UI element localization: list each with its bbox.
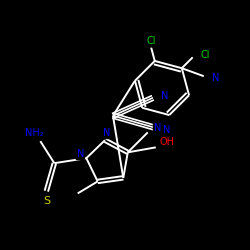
Text: N: N	[154, 123, 161, 133]
Text: Cl: Cl	[146, 36, 156, 46]
Text: OH: OH	[160, 137, 175, 147]
Text: N: N	[161, 91, 168, 101]
Text: N: N	[103, 128, 111, 138]
Text: N: N	[163, 125, 170, 135]
Text: S: S	[43, 196, 50, 206]
Text: NH₂: NH₂	[25, 128, 44, 138]
Text: N: N	[212, 73, 219, 83]
Text: N: N	[77, 149, 84, 159]
Text: Cl: Cl	[201, 50, 210, 60]
